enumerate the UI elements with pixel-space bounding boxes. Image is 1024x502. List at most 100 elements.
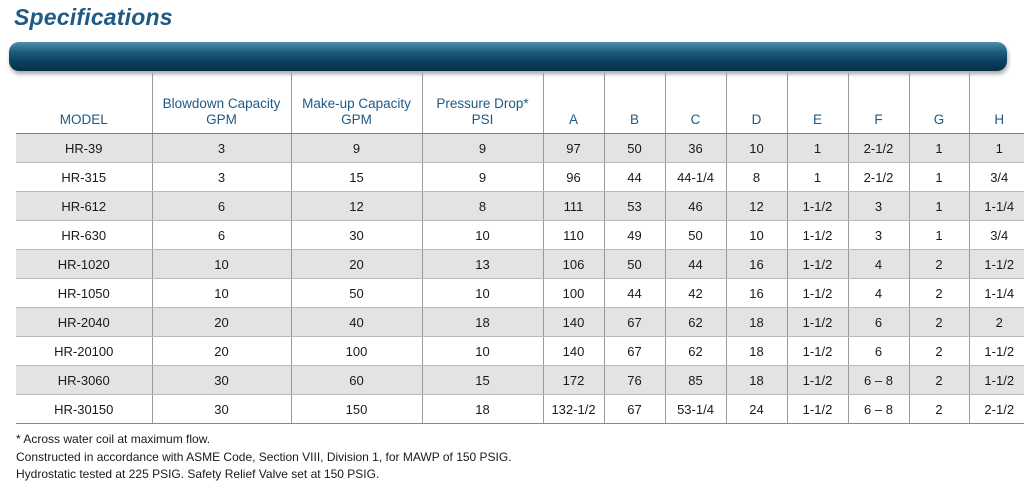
cell-h: 2-1/2 bbox=[968, 394, 1024, 424]
cell-pressure: 9 bbox=[421, 162, 543, 192]
cell-b: 53 bbox=[603, 191, 665, 221]
header-model-label: MODEL bbox=[59, 112, 108, 127]
cell-e: 1-1/2 bbox=[786, 394, 848, 424]
cell-e: 1-1/2 bbox=[786, 249, 848, 279]
cell-d: 10 bbox=[725, 220, 787, 250]
footnote-asme: Constructed in accordance with ASME Code… bbox=[16, 449, 512, 464]
cell-makeup: 40 bbox=[290, 307, 422, 337]
cell-pressure: 18 bbox=[421, 307, 543, 337]
cell-e: 1 bbox=[786, 162, 848, 192]
header-c: C bbox=[664, 73, 726, 134]
header-b: B bbox=[603, 73, 665, 134]
cell-g: 1 bbox=[908, 191, 969, 221]
cell-c: 42 bbox=[664, 278, 726, 308]
header-f: F bbox=[847, 73, 909, 134]
cell-makeup: 15 bbox=[290, 162, 422, 192]
table-row: HR-630 6 30 10 110 49 50 10 1-1/2 3 1 3/… bbox=[16, 220, 1024, 250]
cell-blowdown: 30 bbox=[151, 394, 291, 424]
cell-d: 12 bbox=[725, 191, 787, 221]
cell-a: 110 bbox=[542, 220, 604, 250]
table-row: HR-315 3 15 9 96 44 44-1/4 8 1 2-1/2 1 3… bbox=[16, 162, 1024, 192]
cell-blowdown: 30 bbox=[151, 365, 291, 395]
cell-c: 46 bbox=[664, 191, 726, 221]
cell-a: 111 bbox=[542, 191, 604, 221]
cell-g: 1 bbox=[908, 220, 969, 250]
spec-table: MODEL Blowdown Capacity GPM Make-up Capac… bbox=[16, 73, 1024, 424]
cell-h: 3/4 bbox=[968, 220, 1024, 250]
header-makeup: Make-up Capacity GPM bbox=[290, 73, 422, 134]
cell-model: HR-30150 bbox=[16, 394, 152, 424]
cell-b: 76 bbox=[603, 365, 665, 395]
cell-f: 2-1/2 bbox=[847, 133, 909, 163]
cell-b: 49 bbox=[603, 220, 665, 250]
cell-f: 6 bbox=[847, 336, 909, 366]
cell-pressure: 10 bbox=[421, 336, 543, 366]
cell-b: 44 bbox=[603, 162, 665, 192]
cell-b: 67 bbox=[603, 336, 665, 366]
cell-f: 6 – 8 bbox=[847, 365, 909, 395]
cell-e: 1-1/2 bbox=[786, 191, 848, 221]
cell-model: HR-3060 bbox=[16, 365, 152, 395]
cell-model: HR-39 bbox=[16, 133, 152, 163]
cell-makeup: 150 bbox=[290, 394, 422, 424]
cell-f: 4 bbox=[847, 249, 909, 279]
cell-h: 1-1/2 bbox=[968, 249, 1024, 279]
cell-a: 106 bbox=[542, 249, 604, 279]
cell-c: 62 bbox=[664, 336, 726, 366]
cell-a: 100 bbox=[542, 278, 604, 308]
cell-g: 2 bbox=[908, 336, 969, 366]
cell-blowdown: 6 bbox=[151, 220, 291, 250]
cell-pressure: 10 bbox=[421, 220, 543, 250]
footnotes: * Across water coil at maximum flow. Con… bbox=[16, 431, 512, 484]
header-blowdown-label: Blowdown Capacity bbox=[162, 96, 281, 111]
cell-model: HR-1020 bbox=[16, 249, 152, 279]
cell-pressure: 10 bbox=[421, 278, 543, 308]
cell-e: 1-1/2 bbox=[786, 336, 848, 366]
cell-makeup: 100 bbox=[290, 336, 422, 366]
cell-d: 10 bbox=[725, 133, 787, 163]
cell-h: 1-1/2 bbox=[968, 365, 1024, 395]
cell-blowdown: 10 bbox=[151, 249, 291, 279]
header-blowdown-unit: GPM bbox=[206, 112, 237, 127]
cell-h: 1-1/2 bbox=[968, 336, 1024, 366]
cell-blowdown: 10 bbox=[151, 278, 291, 308]
cell-g: 2 bbox=[908, 365, 969, 395]
header-row: MODEL Blowdown Capacity GPM Make-up Capac… bbox=[16, 73, 1024, 134]
cell-a: 140 bbox=[542, 336, 604, 366]
cell-g: 1 bbox=[908, 133, 969, 163]
table-row: HR-3060 30 60 15 172 76 85 18 1-1/2 6 – … bbox=[16, 365, 1024, 395]
cell-d: 18 bbox=[725, 365, 787, 395]
cell-pressure: 13 bbox=[421, 249, 543, 279]
header-makeup-label: Make-up Capacity bbox=[302, 96, 411, 111]
footnote-pressure: * Across water coil at maximum flow. bbox=[16, 432, 211, 446]
header-pressure-unit: PSI bbox=[471, 112, 494, 127]
cell-blowdown: 6 bbox=[151, 191, 291, 221]
cell-makeup: 9 bbox=[290, 133, 422, 163]
cell-e: 1-1/2 bbox=[786, 307, 848, 337]
cell-f: 4 bbox=[847, 278, 909, 308]
cell-b: 50 bbox=[603, 249, 665, 279]
table-body: HR-39 3 9 9 97 50 36 10 1 2-1/2 1 1 HR-3… bbox=[16, 133, 1024, 424]
cell-a: 172 bbox=[542, 365, 604, 395]
header-makeup-unit: GPM bbox=[341, 112, 372, 127]
cell-a: 140 bbox=[542, 307, 604, 337]
cell-model: HR-612 bbox=[16, 191, 152, 221]
cell-c: 36 bbox=[664, 133, 726, 163]
header-a: A bbox=[542, 73, 604, 134]
cell-a: 97 bbox=[542, 133, 604, 163]
cell-blowdown: 3 bbox=[151, 133, 291, 163]
cell-g: 2 bbox=[908, 278, 969, 308]
cell-makeup: 12 bbox=[290, 191, 422, 221]
cell-b: 67 bbox=[603, 307, 665, 337]
header-e: E bbox=[786, 73, 848, 134]
cell-c: 62 bbox=[664, 307, 726, 337]
table-row: HR-30150 30 150 18 132-1/2 67 53-1/4 24 … bbox=[16, 394, 1024, 424]
cell-model: HR-20100 bbox=[16, 336, 152, 366]
cell-h: 1 bbox=[968, 133, 1024, 163]
cell-d: 18 bbox=[725, 307, 787, 337]
cell-makeup: 50 bbox=[290, 278, 422, 308]
cell-model: HR-315 bbox=[16, 162, 152, 192]
cell-c: 44 bbox=[664, 249, 726, 279]
cell-model: HR-630 bbox=[16, 220, 152, 250]
cell-c: 53-1/4 bbox=[664, 394, 726, 424]
